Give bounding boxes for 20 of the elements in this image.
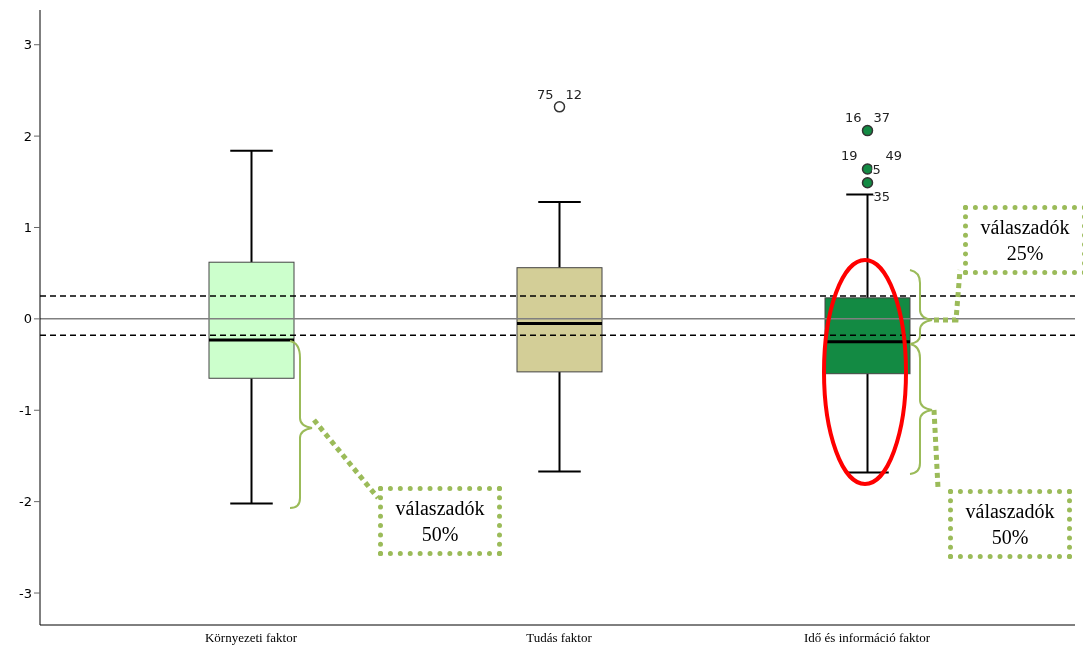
annotation: 19 — [840, 148, 858, 163]
annotation: válaszadók 50% — [378, 486, 502, 556]
y-tick-label: -1 — [19, 402, 32, 418]
annotation: 5 — [872, 162, 881, 177]
annotation: 16 — [844, 109, 862, 125]
annotation: válaszadók 50% — [948, 489, 1072, 559]
x-tick-label: Tudás faktor — [526, 630, 593, 646]
y-tick-label: 2 — [23, 128, 32, 144]
annotation: 49 — [885, 148, 903, 163]
y-tick-label: 0 — [23, 311, 32, 327]
annotation: 75 — [536, 86, 554, 102]
annotation: 37 — [873, 109, 891, 125]
annotation: válaszadók 25% — [963, 205, 1083, 275]
y-tick-label: -3 — [19, 585, 32, 601]
y-tick-label: -2 — [19, 494, 32, 510]
x-tick-label: Környezeti faktor — [204, 630, 298, 646]
x-tick-label: Idő és információ faktor — [804, 630, 931, 646]
y-tick-label: 3 — [23, 37, 32, 53]
y-tick-label: 1 — [23, 220, 32, 236]
annotation: 12 — [565, 86, 583, 102]
